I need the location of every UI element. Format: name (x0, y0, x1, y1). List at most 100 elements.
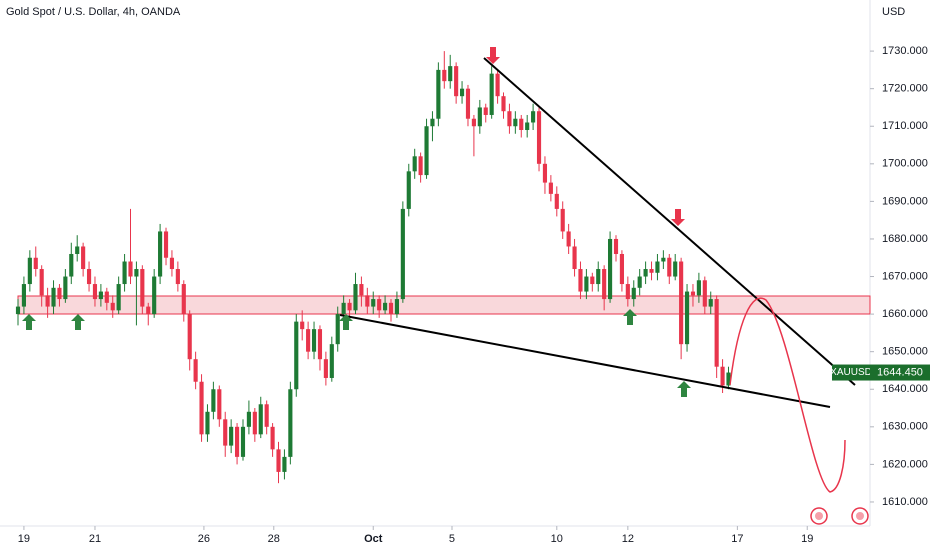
x-tick-label: 12 (622, 533, 634, 545)
candle-body (199, 381, 204, 435)
candle-body (140, 269, 145, 307)
candle-body (306, 329, 311, 352)
candles (15, 51, 731, 484)
candle-body (454, 66, 459, 97)
candle-body (690, 291, 696, 296)
candle-body (211, 389, 216, 412)
x-tick-label: 10 (551, 533, 563, 545)
chart-title: Gold Spot / U.S. Dollar, 4h, OANDA (6, 6, 181, 18)
candle-body (329, 344, 334, 378)
candle-body (459, 88, 465, 97)
candle-body (643, 269, 648, 277)
candle-body (353, 284, 358, 311)
candle-body (152, 276, 157, 315)
candle-body (684, 291, 690, 345)
candle-body (98, 291, 103, 300)
y-tick-label: 1630.000 (882, 421, 928, 433)
candle-body (388, 302, 394, 315)
candle-body (258, 404, 263, 435)
candle-body (92, 284, 98, 300)
candle-body (430, 118, 435, 127)
candle-body (45, 295, 50, 307)
price-name: XAUUSD (830, 367, 872, 378)
trend-line (483, 57, 856, 386)
candle-body (673, 261, 678, 277)
candle-body (69, 253, 74, 277)
y-tick-label: 1710.000 (882, 120, 928, 132)
candle-body (110, 302, 115, 311)
candle-body (252, 411, 257, 435)
y-tick-label: 1650.000 (882, 346, 928, 358)
candle-body (122, 261, 127, 285)
candle-body (424, 126, 429, 176)
candle-body (57, 287, 62, 300)
price-name-box (832, 364, 870, 381)
x-tick-label: 17 (731, 533, 743, 545)
candle-body (383, 302, 388, 311)
candle-body (708, 299, 713, 307)
candle-body (175, 269, 180, 285)
event-icons (810, 507, 869, 525)
candle-body (347, 302, 352, 311)
candle-body (572, 246, 577, 270)
candle-body (501, 96, 506, 112)
candle-body (418, 156, 423, 176)
candle-body (39, 269, 44, 296)
candle-body (128, 261, 133, 277)
candle-body (240, 426, 246, 457)
candle-body (229, 426, 234, 446)
down-arrows (486, 47, 685, 226)
candle-body (590, 276, 595, 285)
candle-body (649, 269, 654, 273)
y-tick-label: 1610.000 (882, 496, 928, 508)
candle-body (495, 73, 500, 97)
candle-body (134, 269, 139, 277)
x-tick-label: 21 (89, 533, 101, 545)
candle-body (294, 321, 299, 390)
y-tick-label: 1670.000 (882, 270, 928, 282)
x-tick-label: 28 (268, 533, 280, 545)
candle-body (264, 404, 269, 427)
candle-body (223, 419, 228, 446)
candle-body (679, 261, 684, 345)
candle-body (477, 107, 482, 127)
y-tick-label: 1660.000 (882, 308, 928, 320)
candle-body (619, 253, 624, 285)
candle-body (217, 389, 222, 420)
candle-body (714, 299, 719, 367)
y-tick-label: 1620.000 (882, 458, 928, 470)
candle-body (566, 231, 571, 247)
candle-body (519, 118, 524, 130)
y-tick-label: 1730.000 (882, 45, 928, 57)
candle-body (371, 299, 376, 307)
x-tick-label: 26 (198, 533, 210, 545)
candle-body (584, 276, 589, 292)
candle-body (560, 208, 565, 232)
candle-body (335, 314, 340, 345)
candle-body (394, 299, 400, 315)
candle-body (525, 122, 530, 130)
candle-body (702, 280, 707, 307)
candle-body (625, 284, 630, 300)
candle-body (465, 88, 471, 119)
price-value-box (870, 364, 930, 381)
candle-body (536, 111, 542, 164)
candle-body (696, 280, 701, 296)
candle-body (448, 66, 453, 82)
y-tick-label: 1690.000 (882, 195, 928, 207)
candle-body (613, 238, 619, 254)
candle-body (471, 118, 476, 127)
candle-body (276, 449, 281, 472)
y-tick-label: 1680.000 (882, 233, 928, 245)
candle-body (288, 389, 293, 457)
candle-body (637, 276, 642, 288)
price-value: 1644.450 (877, 366, 923, 378)
candle-body (442, 69, 447, 82)
candle-body (116, 284, 121, 311)
candle-body (300, 321, 305, 330)
candle-body (377, 299, 382, 311)
candle-body (234, 426, 240, 457)
candle-body (406, 171, 411, 209)
y-axis-unit: USD (882, 6, 905, 18)
candle-body (359, 284, 364, 296)
